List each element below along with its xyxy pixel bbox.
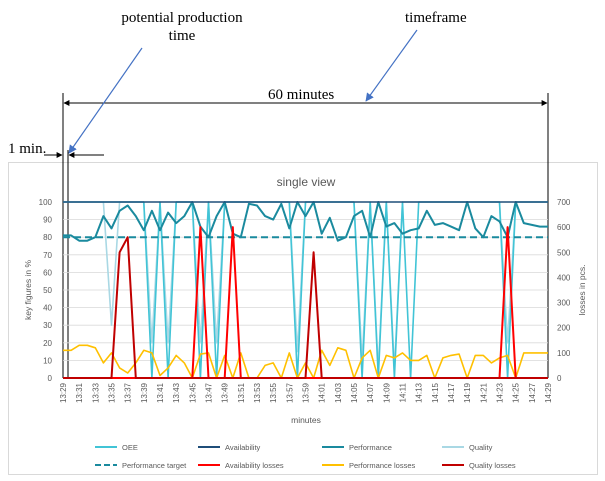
x-tick-label: 13:57 bbox=[285, 382, 294, 403]
y-tick-label-left: 40 bbox=[43, 304, 52, 313]
x-tick-label: 14:13 bbox=[415, 382, 424, 403]
x-tick-label: 13:59 bbox=[302, 382, 311, 403]
x-tick-label: 13:37 bbox=[124, 382, 133, 403]
x-tick-label: 14:05 bbox=[350, 382, 359, 403]
legend-label: Performance target bbox=[122, 461, 187, 470]
y-tick-label-left: 20 bbox=[43, 339, 52, 348]
x-tick-label: 13:43 bbox=[172, 382, 181, 403]
x-tick-label: 13:55 bbox=[269, 382, 278, 403]
potential-time-pointer bbox=[68, 47, 143, 154]
x-tick-label: 13:29 bbox=[59, 382, 68, 403]
x-tick-label: 13:39 bbox=[140, 382, 149, 403]
legend: OEE Availability Performance Quality Perform… bbox=[95, 443, 516, 470]
series-line-quality-losses bbox=[63, 236, 548, 379]
x-tick-label: 13:51 bbox=[237, 382, 246, 403]
chart-title: single view bbox=[277, 175, 336, 189]
annotation-potential-production-time: potential production time bbox=[121, 10, 243, 44]
y-tick-label-left: 10 bbox=[43, 356, 52, 365]
x-tick-label: 13:41 bbox=[156, 382, 165, 403]
y-axis-label-left: key figures in % bbox=[23, 260, 33, 320]
y-tick-label-right: 0 bbox=[557, 374, 562, 383]
y-tick-label-right: 700 bbox=[557, 198, 571, 207]
x-tick-label: 14:19 bbox=[463, 382, 472, 403]
x-tick-label: 14:25 bbox=[512, 382, 521, 403]
y-tick-label-left: 30 bbox=[43, 321, 52, 330]
x-tick-label: 14:29 bbox=[544, 382, 553, 403]
x-tick-label: 14:27 bbox=[528, 382, 537, 403]
legend-label: OEE bbox=[122, 443, 138, 452]
x-tick-label: 14:01 bbox=[318, 382, 327, 403]
x-tick-label: 13:45 bbox=[188, 382, 197, 403]
legend-label: Performance bbox=[349, 443, 392, 452]
y-tick-label-left: 70 bbox=[43, 251, 52, 260]
x-tick-label: 14:23 bbox=[496, 382, 505, 403]
legend-label: Quality losses bbox=[469, 461, 516, 470]
legend-label: Quality bbox=[469, 443, 493, 452]
y-tick-label-right: 300 bbox=[557, 299, 571, 308]
annotation-one-minute: 1 min. bbox=[8, 141, 47, 157]
x-tick-label: 13:49 bbox=[221, 382, 230, 403]
x-tick-label: 13:53 bbox=[253, 382, 262, 403]
x-tick-label: 14:21 bbox=[479, 382, 488, 403]
x-tick-label: 14:07 bbox=[366, 382, 375, 403]
x-tick-label: 14:15 bbox=[431, 382, 440, 403]
timeframe-pointer bbox=[365, 29, 418, 102]
y-axis-label-right: losses in pcs. bbox=[577, 264, 587, 315]
x-tick-label: 13:47 bbox=[205, 382, 214, 403]
x-tick-label: 14:17 bbox=[447, 382, 456, 403]
y-tick-label-left: 0 bbox=[48, 374, 53, 383]
right-axis-ticks: 0 100 200 300 400 500 600 700 bbox=[557, 198, 571, 383]
y-tick-label-right: 400 bbox=[557, 273, 571, 282]
y-tick-label-left: 50 bbox=[43, 286, 52, 295]
x-axis-ticks: 13:29 13:31 13:33 13:35 13:37 13:39 13:41 13:43… bbox=[59, 382, 553, 403]
y-tick-label-right: 200 bbox=[557, 324, 571, 333]
series-layer bbox=[63, 201, 548, 379]
legend-label: Performance losses bbox=[349, 461, 416, 470]
y-tick-label-right: 500 bbox=[557, 248, 571, 257]
chart-frame bbox=[8, 162, 598, 475]
x-axis-label: minutes bbox=[291, 415, 321, 425]
legend-label: Availability losses bbox=[225, 461, 284, 470]
y-tick-label-left: 80 bbox=[43, 233, 52, 242]
annotation-timeframe: timeframe bbox=[405, 10, 467, 26]
y-tick-label-right: 100 bbox=[557, 349, 571, 358]
x-tick-label: 13:31 bbox=[75, 382, 84, 403]
x-tick-label: 14:11 bbox=[399, 382, 408, 402]
legend-label: Availability bbox=[225, 443, 261, 452]
y-tick-label-left: 90 bbox=[43, 216, 52, 225]
x-tick-label: 14:03 bbox=[334, 382, 343, 403]
x-tick-label: 13:35 bbox=[108, 382, 117, 403]
annotation-sixty-minutes: 60 minutes bbox=[268, 87, 335, 103]
left-axis-ticks: 0 10 20 30 40 50 60 70 80 90 100 bbox=[39, 198, 53, 383]
y-tick-label-left: 100 bbox=[39, 198, 53, 207]
x-tick-label: 13:33 bbox=[91, 382, 100, 403]
y-tick-label-left: 60 bbox=[43, 268, 52, 277]
y-tick-label-right: 600 bbox=[557, 223, 571, 232]
x-tick-label: 14:09 bbox=[382, 382, 391, 403]
